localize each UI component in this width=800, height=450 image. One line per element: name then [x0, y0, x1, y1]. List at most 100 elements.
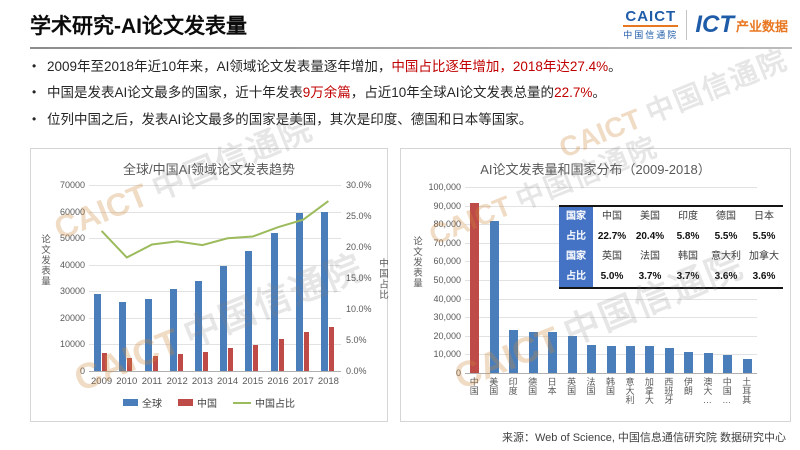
table-cell: 韩国 [678, 251, 698, 262]
x-axis-label: 2009 [91, 376, 113, 387]
chart-panel-trend: 全球/中国AI领域论文发表趋势 70000 60000 50000 40000 3000… [30, 148, 388, 422]
x-axis-label: 2011 [141, 376, 163, 387]
bullet: • 中国是发表AI论文最多的国家，近十年发表9万余篇，占近10年全球AI论文发表总… [32, 83, 780, 103]
bar-country [567, 335, 577, 373]
table-cell: 美国 [640, 211, 660, 222]
bar-global [194, 280, 202, 371]
right-axis-tick: 30.0% [346, 180, 372, 190]
y-axis-tick: 70000 [59, 180, 85, 190]
table-cell: 3.7% [676, 271, 700, 282]
bar-global [245, 251, 253, 371]
bar-china [202, 352, 208, 371]
legend-label: 中国占比 [255, 399, 295, 410]
y-axis-tick: 30000 [59, 286, 85, 297]
bar-china [278, 339, 284, 371]
y-axis-tick: 10,000 [433, 349, 461, 360]
x-axis-label: 澳大… [702, 377, 713, 405]
share-line-path [100, 200, 329, 259]
bar-country [587, 345, 597, 373]
y-axis-tick: 50000 [59, 233, 85, 244]
table-cell: 德国 [716, 211, 736, 222]
chart-panel-country: AI论文发表量和国家分布（2009-2018） 100,000 90,000 80,… [400, 148, 791, 422]
table-cell: 5.5% [752, 231, 776, 242]
caict-logo: CAICT 中国信通院 ICT 产业数据 [623, 8, 788, 41]
right-axis-tick: 0.0% [346, 366, 367, 376]
y-axis-tick: 20000 [59, 312, 85, 323]
bar-country [703, 353, 713, 373]
table-cell: 加拿大 [749, 251, 779, 262]
gridline [465, 335, 757, 337]
legend-item: 中国 [178, 395, 217, 410]
bar-country [509, 329, 519, 373]
bullet-marker: • [32, 85, 37, 100]
y-axis-tick: 20,000 [433, 330, 461, 341]
y-axis-tick: 70,000 [433, 237, 461, 248]
bar-country [548, 332, 558, 373]
right-axis-title: 中国占比 [377, 258, 388, 300]
y-axis-tick: 60000 [59, 206, 85, 217]
right-axis-tick: 5.0% [346, 335, 367, 345]
table-row: 国家 英国 法国 韩国 意大利 加拿大 [559, 247, 783, 267]
bar-country [723, 355, 733, 373]
caict-logo-cn: 中国信通院 [623, 30, 679, 41]
x-axis-label: 2013 [191, 376, 213, 387]
x-axis-label: 法国 [585, 377, 596, 395]
bullet-segment: 中国是发表AI论文最多的国家，近十年发表 [47, 85, 303, 101]
y-axis-tick: 80,000 [433, 219, 461, 230]
bullet-segment: 22.7% [554, 85, 593, 101]
gridline [89, 371, 341, 372]
y-axis-tick: 0 [79, 366, 85, 376]
bullet-segment: ，占近10年全球AI论文发表总量的 [350, 85, 555, 101]
bar-global [169, 288, 177, 371]
x-axis-label: 意大利 [624, 377, 635, 404]
table-row: 占比 22.7% 20.4% 5.8% 5.5% 5.5% [559, 227, 783, 247]
legend-swatch [123, 399, 138, 406]
table-header-cell: 占比 [559, 267, 593, 287]
ict-logo-text: ICT [695, 10, 734, 38]
bar-china [127, 358, 133, 371]
legend-item: 中国占比 [233, 395, 295, 410]
gridline [465, 373, 757, 374]
caict-logo-text: CAICT [623, 8, 679, 28]
bullet-segment: 位列中国之后，发表AI论文最多的国家是美国，其次是印度、德国和日本等国家。 [47, 111, 533, 127]
bullet-marker: • [32, 59, 37, 73]
bar-global [295, 212, 303, 371]
bullet-text: 2009年至2018年近10年来，AI领域论文发表量逐年增加，中国占比逐年增加，… [47, 57, 622, 77]
bullet-segment: 。 [592, 85, 606, 101]
table-cell: 法国 [640, 251, 660, 262]
left-chart-title: 全球/中国AI领域论文发表趋势 [123, 162, 295, 177]
logo-divider [686, 9, 688, 40]
x-axis-label: 2015 [242, 376, 264, 387]
y-axis-tick: 100,000 [428, 182, 461, 192]
bullet-segment: 9万余篇 [302, 85, 351, 101]
bar-global [270, 232, 278, 371]
x-axis-label: 英国 [566, 377, 577, 395]
gridline [89, 344, 341, 346]
x-axis-label: 西班牙 [663, 377, 674, 404]
y-axis-tick: 90,000 [433, 200, 461, 211]
x-axis-label: 中国… [721, 377, 732, 405]
x-axis-label: 2014 [217, 376, 239, 387]
x-axis-label: 土耳其 [741, 377, 752, 404]
table-cell: 印度 [678, 211, 698, 222]
inset-table: 国家 中国 美国 印度 德国 日本 占比 22.7% 20.4% 5.8% 5.5% 5.5% 国家 英国… [559, 205, 783, 289]
x-axis-label: 印度 [507, 377, 518, 395]
y-axis-tick: 30,000 [433, 312, 461, 323]
table-cell: 20.4% [635, 231, 665, 242]
bullet-marker: • [32, 111, 37, 126]
gridline [465, 298, 757, 300]
bar-global [320, 211, 328, 371]
right-chart-title: AI论文发表量和国家分布（2009-2018） [480, 162, 711, 177]
legend-label: 全球 [142, 399, 162, 410]
bar-country [684, 352, 694, 373]
gridline [89, 238, 341, 240]
y-axis-tick: 60,000 [433, 256, 461, 267]
legend-item: 全球 [123, 395, 162, 410]
bar-china [303, 332, 309, 371]
x-axis-label: 美国 [488, 377, 499, 395]
bar-global [119, 301, 127, 371]
x-axis-label: 伊朗 [682, 377, 693, 395]
x-axis-label: 2012 [166, 376, 188, 387]
bar-country [742, 359, 752, 373]
